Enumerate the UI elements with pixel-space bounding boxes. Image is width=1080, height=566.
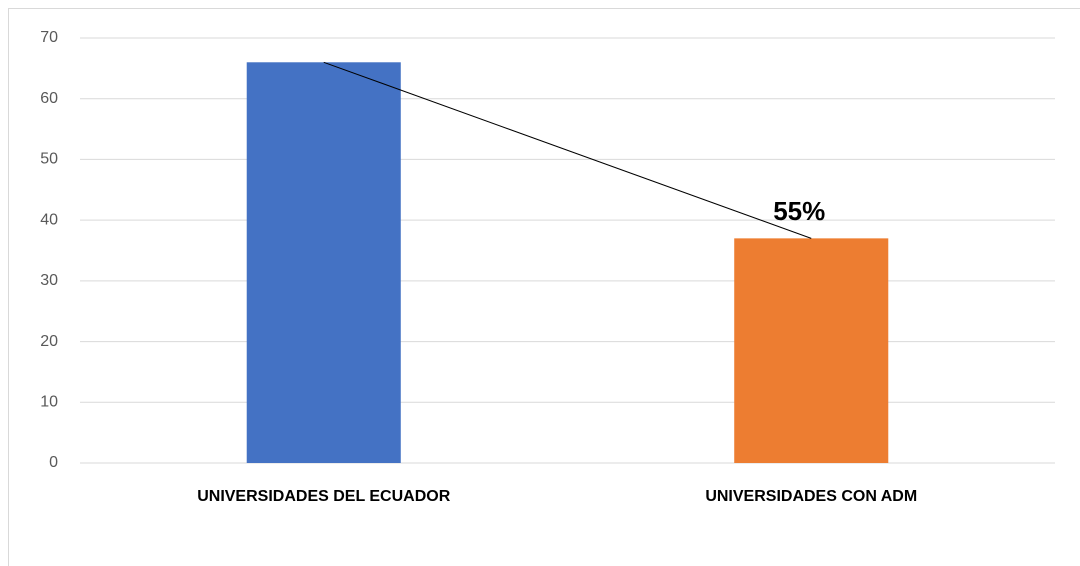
y-tick-label: 50 [40, 151, 58, 168]
bar [734, 238, 889, 463]
x-tick-label: UNIVERSIDADES CON ADM [705, 488, 917, 505]
y-tick-label: 0 [49, 454, 58, 471]
chart-border [8, 8, 1080, 566]
y-tick-label: 40 [40, 211, 58, 228]
y-tick-label: 10 [40, 394, 58, 411]
y-tick-label: 60 [40, 90, 58, 107]
annotation: 55% [773, 196, 825, 226]
y-tick-label: 70 [40, 29, 58, 46]
bar [246, 62, 401, 464]
x-tick-label: UNIVERSIDADES DEL ECUADOR [197, 488, 451, 505]
y-tick-label: 30 [40, 272, 58, 289]
y-tick-label: 20 [40, 333, 58, 350]
connector-line [323, 61, 812, 239]
